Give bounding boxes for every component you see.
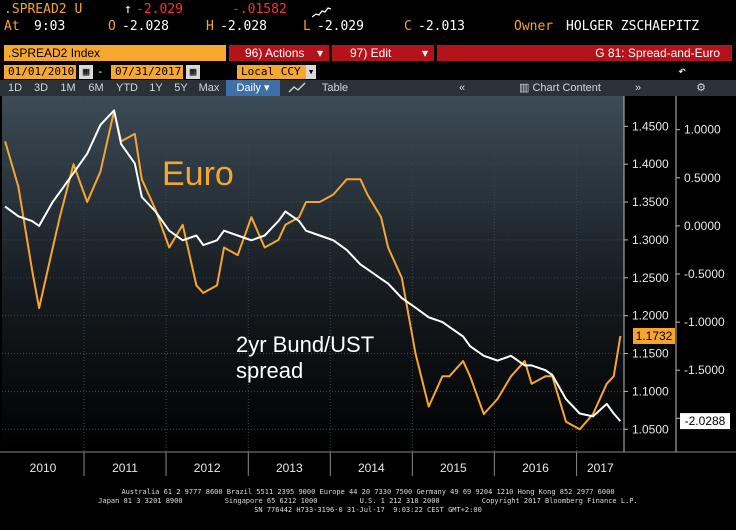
chart-content-label: Chart Content — [532, 82, 601, 94]
x-tick-label: 2015 — [440, 461, 467, 475]
spread-last-badge — [680, 413, 730, 430]
net-change: -.01582 — [232, 2, 287, 17]
y-right-tick-label: 0.5000 — [684, 171, 721, 185]
y-left-tick-label: 1.4500 — [632, 119, 669, 133]
edit-menu[interactable]: 97) Edit ▾ — [332, 45, 434, 61]
undo-icon[interactable]: ↶ — [678, 64, 686, 79]
end-date-input[interactable]: 07/31/2017 — [111, 65, 183, 79]
spread-last-label: -2.0288 — [685, 414, 726, 428]
y-right-tick-label: -1.5000 — [684, 363, 725, 377]
table-button[interactable]: Table — [321, 82, 349, 94]
actions-dropdown-icon: ▾ — [316, 46, 323, 60]
period-ytd[interactable]: YTD — [116, 82, 138, 94]
y-right-tick-label: 0.0000 — [684, 219, 721, 233]
y-left-tick-label: 1.3000 — [632, 233, 669, 247]
y-right-tick-label: -1.0000 — [684, 315, 725, 329]
quote-time: 9:03 — [34, 19, 66, 34]
y-left-tick-label: 1.4000 — [632, 157, 669, 171]
end-calendar-icon[interactable]: ▦ — [186, 65, 200, 79]
function-toolbar: .SPREAD2 Index 96) Actions ▾ 97) Edit ▾ … — [0, 45, 736, 61]
ohlc-header: At 9:03 O -2.028 H -2.028 L -2.029 C -2.… — [0, 19, 736, 35]
y-axis-euro: 1.4500 1.4000 1.3500 1.3000 1.2500 1.2000 1.15… — [623, 96, 669, 452]
footer-line-3: SN 776442 H733-3196-0 31-Jul-17 9:03:22 … — [254, 506, 482, 514]
last-price: -2.029 — [136, 2, 183, 17]
ticker: .SPREAD2 U — [4, 2, 83, 17]
period-bar: 1D 3D 1M 6M YTD 1Y 5Y Max Daily ▾ Table … — [0, 80, 736, 96]
collapse-left-icon[interactable]: « — [458, 82, 466, 94]
open-value: -2.028 — [122, 19, 169, 34]
y-left-tick-label: 1.3500 — [632, 195, 669, 209]
actions-label: 96) Actions — [245, 46, 305, 60]
x-tick-label: 2016 — [522, 461, 549, 475]
x-tick-label: 2011 — [112, 461, 138, 475]
period-6m[interactable]: 6M — [88, 82, 104, 94]
period-1m[interactable]: 1M — [60, 82, 76, 94]
x-tick-label: 2010 — [30, 461, 57, 475]
chart-content-icon: ▥ — [519, 82, 530, 94]
gridlines — [2, 96, 624, 452]
x-tick-label: 2017 — [587, 461, 614, 475]
start-date-input[interactable]: 01/01/2010 — [4, 65, 76, 79]
y-left-tick-label: 1.1500 — [632, 347, 669, 361]
spread-euro-chart: 2010 2011 2012 2013 2014 2015 2016 2017 1.45001… — [0, 96, 736, 483]
high-value: -2.028 — [220, 19, 267, 34]
actions-menu[interactable]: 96) Actions ▾ — [229, 45, 329, 61]
x-tick-label: 2012 — [194, 461, 221, 475]
period-1y[interactable]: 1Y — [149, 82, 163, 94]
series-lines — [4, 109, 622, 431]
period-5y[interactable]: 5Y — [174, 82, 188, 94]
edit-label: 97) Edit — [350, 46, 392, 60]
euro-annotation: Euro — [162, 155, 234, 193]
security-field[interactable]: .SPREAD2 Index — [4, 45, 226, 61]
spread-annotation-line-2: spread — [236, 358, 303, 383]
close-value: -2.013 — [418, 19, 465, 34]
euro-last-badge — [633, 327, 675, 344]
quote-header: .SPREAD2 U ↑ -2.029 -.01582 — [0, 2, 736, 18]
expand-right-icon[interactable]: » — [634, 82, 642, 94]
currency-dropdown-icon[interactable]: ▾ — [306, 65, 316, 79]
spread-annotation: 2yr Bund/UST spread — [236, 332, 374, 383]
plot-area — [2, 96, 624, 452]
y-left-tick-label: 1.1000 — [632, 384, 669, 398]
period-max[interactable]: Max — [198, 82, 220, 94]
change-arrow-icon: ↑ — [124, 2, 132, 17]
spread-annotation-line-1: 2yr Bund/UST — [236, 332, 374, 357]
last-value-labels: 1.1732 -2.0288 — [633, 327, 730, 430]
y-right-tick-label: -0.5000 — [684, 267, 725, 281]
currency-select[interactable]: Local CCY — [237, 65, 315, 79]
owner-name: HOLGER ZSCHAEPITZ — [566, 19, 700, 34]
period-1d[interactable]: 1D — [7, 82, 23, 94]
currency-value: Local CCY — [241, 65, 301, 78]
owner-label: Owner — [514, 19, 554, 34]
chart-content-button[interactable]: ▥ Chart Content — [510, 80, 610, 96]
at-label: At — [4, 19, 20, 34]
line-chart-icon[interactable] — [284, 80, 310, 96]
footer-line-2: Japan 81 3 3201 8900 Singapore 65 6212 1… — [98, 497, 638, 505]
date-separator: - — [97, 65, 104, 78]
euro-last-label: 1.1732 — [636, 329, 673, 343]
x-tick-label: 2014 — [358, 461, 385, 475]
gear-icon[interactable]: ⚙ — [696, 82, 706, 94]
spread-series-line — [4, 109, 622, 422]
start-calendar-icon[interactable]: ▦ — [79, 65, 93, 79]
graph-title: G 81: Spread-and-Euro — [437, 45, 732, 61]
high-label: H — [206, 19, 214, 34]
x-axis: 2010 2011 2012 2013 2014 2015 2016 2017 — [0, 451, 736, 476]
close-label: C — [404, 19, 412, 34]
date-range-bar: 01/01/2010 ▦ - 07/31/2017 ▦ Local CCY ▾ … — [0, 65, 736, 81]
edit-dropdown-icon: ▾ — [421, 46, 428, 60]
y-left-tick-label: 1.0500 — [632, 422, 669, 436]
frequency-select[interactable]: Daily ▾ — [226, 80, 280, 96]
y-left-tick-label: 1.2500 — [632, 271, 669, 285]
y-left-tick-label: 1.2000 — [632, 309, 669, 323]
sparkline-icon — [312, 7, 332, 18]
y-right-tick-label: 1.0000 — [684, 123, 721, 137]
low-value: -2.029 — [317, 19, 364, 34]
frequency-value: Daily — [236, 82, 261, 94]
open-label: O — [108, 19, 116, 34]
footer-line-1: Australia 61 2 9777 8600 Brazil 5511 239… — [121, 488, 615, 496]
x-tick-label: 2013 — [276, 461, 303, 475]
low-label: L — [303, 19, 311, 34]
period-3d[interactable]: 3D — [33, 82, 49, 94]
